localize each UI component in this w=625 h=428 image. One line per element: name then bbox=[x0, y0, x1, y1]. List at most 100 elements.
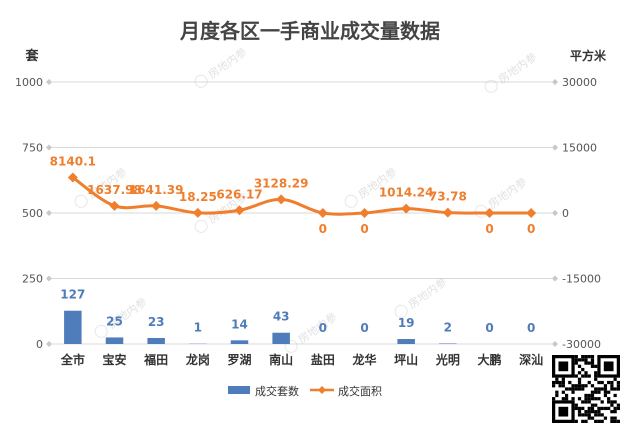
qr-module bbox=[603, 387, 608, 391]
qr-module bbox=[574, 387, 578, 391]
qr-module bbox=[574, 406, 578, 411]
qr-module bbox=[616, 387, 620, 391]
qr-module bbox=[587, 393, 591, 398]
grid-diamond bbox=[46, 275, 52, 282]
category-label: 光明 bbox=[435, 352, 460, 367]
qr-module bbox=[587, 413, 591, 417]
qr-module bbox=[600, 400, 604, 404]
y-tick-label: 0 bbox=[36, 338, 43, 351]
line-marker bbox=[484, 208, 495, 218]
qr-module bbox=[552, 380, 556, 385]
bar-value-label: 23 bbox=[148, 315, 165, 329]
bar-value-label: 0 bbox=[319, 321, 327, 335]
qr-module bbox=[581, 406, 585, 411]
qr-module bbox=[590, 397, 595, 401]
qr-module bbox=[587, 406, 591, 411]
qr-module bbox=[552, 384, 556, 388]
category-label: 全市 bbox=[60, 352, 85, 367]
qr-module bbox=[590, 358, 595, 362]
watermark-logo bbox=[194, 74, 208, 88]
y2-tick-label: 0 bbox=[562, 207, 569, 220]
grid-diamond bbox=[552, 275, 558, 282]
y-tick-label: 1000 bbox=[15, 76, 43, 89]
grid-diamond bbox=[552, 144, 558, 151]
qr-module bbox=[581, 355, 585, 359]
qr-module bbox=[581, 358, 585, 362]
qr-module bbox=[597, 413, 601, 417]
qr-module bbox=[584, 419, 588, 423]
qr-module bbox=[613, 406, 617, 411]
y2-tick-label: 15000 bbox=[562, 142, 597, 155]
qr-module bbox=[597, 390, 601, 394]
bar bbox=[230, 340, 249, 344]
qr-module bbox=[610, 416, 614, 420]
qr-module bbox=[600, 387, 604, 391]
legend-bar-swatch bbox=[228, 386, 250, 394]
qr-module bbox=[597, 387, 601, 391]
qr-module bbox=[581, 367, 585, 372]
bar bbox=[64, 310, 82, 344]
category-label: 宝安 bbox=[102, 352, 126, 367]
bar-value-label: 2 bbox=[444, 320, 452, 334]
qr-module bbox=[607, 400, 611, 404]
qr-module bbox=[581, 384, 585, 388]
line-marker bbox=[109, 200, 120, 211]
qr-module bbox=[600, 406, 604, 411]
line-value-label: 0 bbox=[360, 222, 368, 236]
line-value-label: 1641.39 bbox=[129, 183, 184, 197]
qr-module bbox=[616, 419, 620, 423]
qr-module bbox=[613, 419, 617, 423]
qr-module bbox=[558, 380, 562, 385]
qr-module bbox=[594, 410, 598, 414]
category-label: 盐田 bbox=[311, 352, 335, 367]
qr-module bbox=[584, 355, 588, 359]
qr-module bbox=[590, 361, 595, 365]
qr-module bbox=[590, 364, 595, 368]
right-tick-labels: -30000 -15000 0 15000 30000 bbox=[562, 76, 601, 351]
qr-module bbox=[610, 380, 614, 385]
watermark-logo bbox=[394, 304, 408, 318]
qr-module bbox=[613, 410, 617, 414]
qr-module bbox=[584, 361, 588, 365]
qr-module bbox=[594, 413, 598, 417]
bar-value-label: 1 bbox=[194, 321, 202, 335]
line-value-label: 8140.1 bbox=[50, 154, 96, 168]
qr-module bbox=[577, 364, 582, 368]
qr-module bbox=[603, 416, 608, 420]
qr-finder bbox=[603, 361, 614, 372]
qr-module bbox=[603, 393, 608, 398]
qr-module bbox=[561, 377, 565, 381]
grid bbox=[46, 79, 558, 347]
qr-module bbox=[594, 390, 598, 394]
watermark: 房地内参 bbox=[484, 50, 539, 93]
line-value-label: 1637.98 bbox=[87, 183, 142, 197]
qr-module bbox=[555, 393, 559, 398]
y-axis-label: 套 bbox=[24, 48, 39, 64]
qr-module bbox=[590, 406, 595, 411]
qr-module bbox=[587, 355, 591, 359]
qr-module bbox=[577, 413, 582, 417]
qr-module bbox=[555, 377, 559, 381]
watermark-logo bbox=[74, 194, 88, 208]
bar-series bbox=[64, 310, 457, 344]
line-marker bbox=[401, 203, 412, 214]
line-marker bbox=[192, 207, 203, 218]
category-label: 大鹏 bbox=[477, 352, 501, 367]
bar bbox=[439, 343, 457, 344]
line-marker bbox=[526, 208, 537, 218]
grid-diamond bbox=[552, 79, 558, 85]
line-markers bbox=[67, 172, 537, 218]
qr-module bbox=[574, 403, 578, 407]
qr-module bbox=[607, 397, 611, 401]
watermark-text: 房地内参 bbox=[405, 275, 449, 312]
qr-module bbox=[590, 416, 595, 420]
qr-module bbox=[568, 380, 572, 385]
qr-module bbox=[568, 387, 572, 391]
bar-value-labels: 127 25 23 1 14 43 0 0 19 2 0 0 bbox=[60, 288, 535, 335]
qr-module bbox=[616, 406, 620, 411]
watermark: 房地内参 bbox=[194, 45, 249, 88]
qr-module bbox=[581, 400, 585, 404]
qr-module bbox=[610, 384, 614, 388]
